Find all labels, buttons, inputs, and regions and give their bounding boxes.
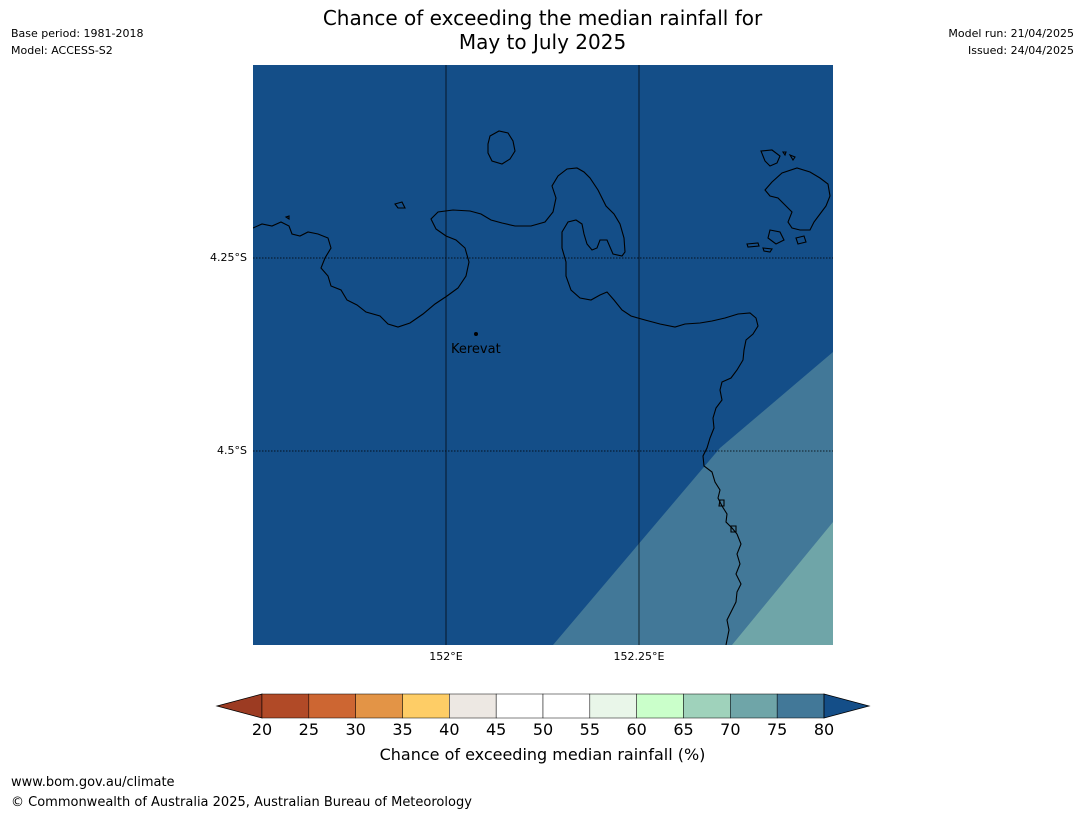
colorbar-cell xyxy=(589,693,637,719)
footer-copyright: © Commonwealth of Australia 2025, Austra… xyxy=(11,795,472,810)
probability-band-70-75 xyxy=(553,352,833,645)
colorbar-cell xyxy=(683,693,731,719)
colorbar-tick-label: 25 xyxy=(298,720,319,739)
colorbar-under-arrow xyxy=(215,693,263,719)
colorbar-tick-label: 45 xyxy=(485,720,507,739)
colorbar-tick-label: 75 xyxy=(766,720,788,739)
map-title: Chance of exceeding the median rainfall … xyxy=(0,6,1085,54)
colorbar-tick-label: 20 xyxy=(251,720,273,739)
model-info: Base period: 1981-2018 Model: ACCESS-S2 xyxy=(11,25,143,59)
colorbar-tick-label: 65 xyxy=(673,720,694,739)
lon-label-152-25: 152.25°E xyxy=(613,650,665,663)
colorbar-over-arrow xyxy=(823,693,871,719)
colorbar-title: Chance of exceeding median rainfall (%) xyxy=(379,745,706,764)
model-name: Model: ACCESS-S2 xyxy=(11,44,113,57)
title-line-1: Chance of exceeding the median rainfall … xyxy=(322,6,763,30)
colorbar-cell xyxy=(776,693,825,719)
colorbar xyxy=(215,693,871,719)
place-label-kerevat: Kerevat xyxy=(451,342,501,357)
kerevat-marker xyxy=(474,332,478,336)
title-line-2: May to July 2025 xyxy=(458,30,627,54)
graticule xyxy=(253,65,833,645)
lat-label-4-5: 4.5°S xyxy=(217,444,247,457)
colorbar-cell xyxy=(495,693,544,719)
base-period: Base period: 1981-2018 xyxy=(11,27,144,40)
footer-url[interactable]: www.bom.gov.au/climate xyxy=(11,775,175,790)
colorbar-tick-label: 35 xyxy=(392,720,413,739)
lat-label-4-25: 4.25°S xyxy=(210,251,247,264)
map-panel xyxy=(253,65,833,645)
colorbar-cell xyxy=(449,693,497,719)
lon-label-152: 152°E xyxy=(429,650,463,663)
coastline xyxy=(253,130,831,645)
colorbar-tick-label: 70 xyxy=(720,720,741,739)
colorbar-tick-label: 60 xyxy=(626,720,647,739)
colorbar-cell xyxy=(402,693,450,719)
colorbar-tick-label: 80 xyxy=(813,720,835,739)
colorbar-tick-label: 30 xyxy=(345,720,366,739)
colorbar-cell xyxy=(730,693,778,719)
model-run-date: Model run: 21/04/2025 xyxy=(948,27,1074,40)
colorbar-cell xyxy=(355,693,403,719)
colorbar-cell xyxy=(261,693,310,719)
colorbar-cell xyxy=(636,693,684,719)
colorbar-cells xyxy=(261,693,825,719)
colorbar-tick-label: 55 xyxy=(579,720,600,739)
probability-band-65-70 xyxy=(732,522,833,645)
colorbar-cell xyxy=(542,693,591,719)
run-info: Model run: 21/04/2025 Issued: 24/04/2025 xyxy=(948,25,1074,59)
colorbar-tick-label: 50 xyxy=(532,720,554,739)
issued-date: Issued: 24/04/2025 xyxy=(967,44,1074,57)
colorbar-cell xyxy=(308,693,356,719)
colorbar-tick-label: 40 xyxy=(439,720,460,739)
